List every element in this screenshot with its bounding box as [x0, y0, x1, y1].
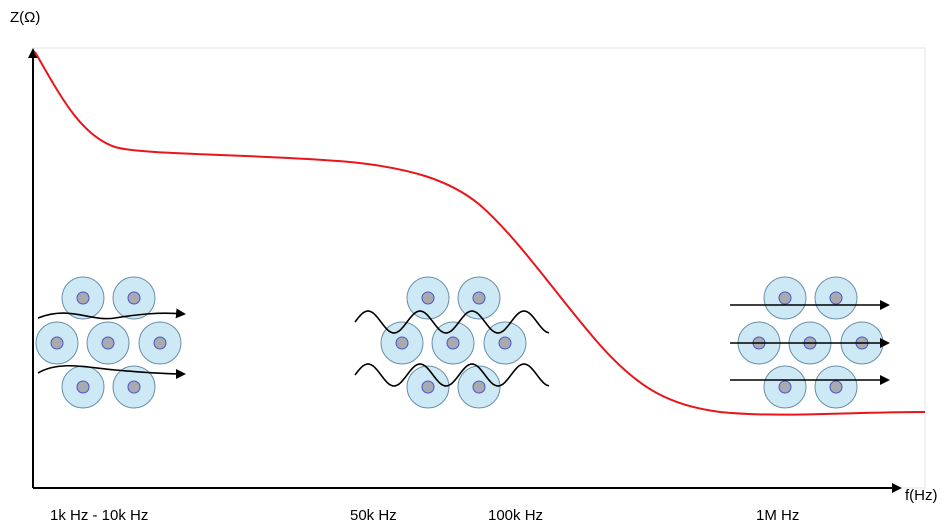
low-freq-path — [37, 308, 186, 320]
cell-core — [829, 380, 843, 394]
cell-groups — [35, 276, 884, 409]
y-axis-label: Z(Ω) — [10, 9, 40, 26]
x-axis-label: f(Hz) — [905, 487, 938, 504]
cell-core — [498, 336, 512, 350]
cell-core — [76, 291, 90, 305]
cell-core — [778, 380, 792, 394]
cell-core — [472, 291, 486, 305]
cell-core — [421, 291, 435, 305]
impedance-curve — [34, 51, 926, 416]
frequency-label: 1k Hz - 10k Hz — [50, 507, 148, 524]
cell-core — [76, 380, 90, 394]
cell-core — [778, 291, 792, 305]
cell-core — [446, 336, 460, 350]
cell-core — [127, 291, 141, 305]
current-paths — [37, 300, 890, 387]
cell-core — [127, 380, 141, 394]
cell-core — [472, 380, 486, 394]
cell-core — [101, 336, 115, 350]
cell-core — [829, 291, 843, 305]
frequency-label: 1M Hz — [756, 507, 799, 524]
cell-core — [421, 380, 435, 394]
cell-core — [50, 336, 64, 350]
frequency-label: 50k Hz — [350, 507, 397, 524]
mid-freq-path — [354, 310, 550, 334]
cell-core — [395, 336, 409, 350]
plot-frame — [32, 47, 926, 489]
cell-core — [153, 336, 167, 350]
mid-freq-path — [354, 363, 550, 387]
low-freq-path — [37, 364, 186, 379]
frequency-label: 100k Hz — [488, 507, 543, 524]
